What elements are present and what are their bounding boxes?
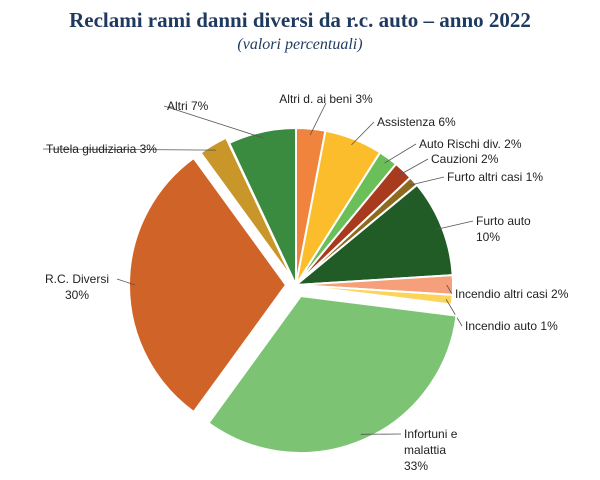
pie-slice	[199, 136, 294, 281]
chart-subtitle: (valori percentuali)	[237, 36, 363, 53]
slice-label: Cauzioni 2%	[431, 152, 499, 166]
pie-slice	[295, 284, 454, 306]
leader-line	[42, 148, 217, 151]
slice-label: Tutela giudiziaria 3%	[46, 142, 157, 156]
pie-slice	[292, 183, 454, 287]
slice-label: Furto auto 10%	[476, 214, 531, 244]
chart-title: Reclami rami danni diversi da r.c. auto …	[69, 8, 531, 32]
leader-line	[408, 176, 445, 186]
pie-slice	[128, 156, 288, 414]
slice-label: Infortuni e malattia 33%	[404, 427, 458, 473]
leader-line	[116, 278, 136, 286]
leader-line	[436, 220, 474, 230]
slice-label: Incendio auto 1%	[465, 319, 558, 333]
leader-line	[384, 143, 417, 164]
slice-label: Incendio altri casi 2%	[455, 287, 569, 301]
leader-line	[351, 121, 375, 146]
leader-line	[445, 298, 463, 327]
slice-label: Assistenza 6%	[377, 115, 456, 129]
slice-label: Furto altri casi 1%	[447, 170, 543, 184]
leader-line	[163, 105, 264, 139]
pie-slice	[207, 294, 458, 454]
leader-line	[446, 284, 453, 295]
slice-label: R.C. Diversi 30%	[45, 272, 109, 302]
slice-label: Altri 7%	[167, 99, 209, 113]
slice-label: Altri d. ai beni 3%	[279, 92, 373, 106]
leader-line	[309, 102, 327, 136]
slice-label: Auto Rischi div. 2%	[419, 137, 522, 151]
leader-line	[398, 158, 429, 176]
pie-slice	[227, 126, 297, 286]
